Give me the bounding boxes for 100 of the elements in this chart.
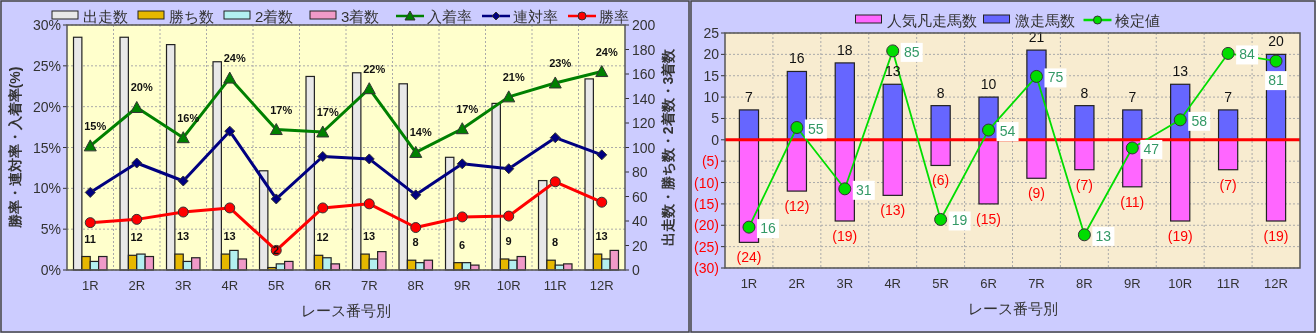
- x-tick-label: 1R: [81, 278, 99, 293]
- x-tick-label: 4R: [221, 278, 239, 293]
- data-label: 13: [362, 230, 376, 243]
- y-tick-label: 0%: [40, 262, 61, 278]
- data-label: 7: [1224, 88, 1233, 105]
- y-tick-label: (30): [694, 260, 719, 276]
- point: [270, 193, 282, 205]
- point: [1029, 69, 1043, 83]
- data-label: 13: [223, 230, 236, 243]
- point: [316, 125, 330, 138]
- point: [456, 158, 468, 170]
- x-tick-label: 10R: [1168, 276, 1193, 291]
- data-label: 7: [1128, 88, 1137, 105]
- data-label: 10: [980, 76, 997, 93]
- point: [131, 157, 143, 169]
- legend-label: 入着率: [427, 8, 472, 25]
- bar: [1074, 139, 1095, 171]
- data-label: 8: [552, 236, 559, 249]
- bar: [1265, 139, 1287, 222]
- data-label: (19): [1263, 228, 1289, 244]
- bar: [882, 139, 903, 196]
- data-label: 7: [745, 88, 754, 105]
- y2-tick-label: 160: [632, 66, 656, 82]
- data-label: 17%: [456, 102, 479, 115]
- bar: [1217, 109, 1239, 141]
- point: [1173, 113, 1187, 127]
- y2-tick-label: 20: [632, 237, 648, 254]
- bar: [882, 83, 903, 141]
- x-tick-label: 5R: [267, 278, 285, 293]
- y2-tick-label: 120: [632, 115, 656, 131]
- data-label: 54: [999, 123, 1016, 140]
- data-label: 84: [1239, 46, 1256, 63]
- point: [363, 153, 375, 165]
- data-label: 31: [856, 181, 872, 198]
- legend-label: 連対率: [513, 8, 558, 25]
- data-label: (24): [736, 249, 762, 266]
- y-tick-label: 10: [703, 89, 720, 106]
- point: [317, 150, 329, 162]
- point: [502, 90, 516, 103]
- y-tick-label: (5): [701, 153, 719, 170]
- y-tick-label: 30%: [32, 17, 61, 33]
- x-tick-label: 9R: [453, 278, 471, 293]
- data-label: 14%: [409, 126, 432, 139]
- data-label: 58: [1191, 112, 1208, 129]
- point: [548, 76, 562, 89]
- bar: [930, 105, 951, 141]
- data-label: 47: [1143, 140, 1160, 157]
- data-label: 18: [837, 41, 853, 58]
- y-tick-label: 0: [711, 131, 720, 148]
- point: [410, 222, 422, 234]
- data-label: 8: [412, 236, 419, 249]
- y2-tick-label: 140: [632, 90, 656, 107]
- data-label: 85: [903, 43, 920, 60]
- data-label: (11): [1120, 193, 1145, 210]
- x-tick-label: 11R: [1216, 276, 1240, 291]
- data-label: 17%: [316, 105, 339, 118]
- point: [317, 202, 329, 214]
- x-tick-label: 5R: [932, 276, 949, 291]
- point: [742, 220, 756, 234]
- point: [224, 202, 236, 214]
- legend-label: 勝率: [599, 8, 629, 25]
- point: [84, 186, 96, 198]
- data-label: (19): [832, 228, 858, 244]
- bar: [834, 62, 855, 141]
- bar: [1026, 139, 1047, 179]
- data-label: 13: [1172, 63, 1189, 80]
- y-tick-label: 10%: [32, 180, 61, 197]
- data-label: 9: [505, 234, 512, 247]
- data-label: 17%: [270, 103, 293, 116]
- legend-label: 出走数: [83, 8, 128, 25]
- point: [790, 121, 804, 135]
- point: [363, 198, 375, 210]
- data-label: (6): [932, 172, 950, 189]
- x-tick-label: 6R: [980, 276, 997, 291]
- bar: [738, 109, 760, 141]
- data-label: 21: [1028, 29, 1045, 46]
- x-tick-label: 3R: [836, 276, 854, 291]
- legend-label: 2着数: [255, 8, 294, 25]
- point: [596, 149, 608, 161]
- bar: [930, 139, 951, 167]
- data-label: 19: [951, 212, 968, 229]
- y2-tick-label: 0: [632, 262, 640, 278]
- y-tick-label: 5%: [40, 221, 61, 238]
- data-label: 22%: [363, 62, 386, 75]
- data-label: 8: [936, 84, 945, 101]
- x-tick-label: 4R: [884, 276, 902, 291]
- x-tick-label: 7R: [360, 278, 378, 293]
- x-tick-label: 12R: [1264, 276, 1288, 291]
- y-tick-label: (10): [694, 174, 719, 191]
- point: [838, 182, 852, 196]
- x-axis-title: レース番号別: [967, 300, 1058, 317]
- data-label: 81: [1268, 72, 1285, 89]
- x-tick-label: 8R: [407, 278, 425, 293]
- point: [549, 176, 561, 188]
- data-label: 24%: [223, 52, 246, 65]
- point: [224, 125, 236, 137]
- legend-label: 3着数: [341, 8, 380, 25]
- data-label: 13: [176, 230, 190, 243]
- bar: [786, 139, 808, 192]
- y2-tick-label: 100: [632, 139, 656, 156]
